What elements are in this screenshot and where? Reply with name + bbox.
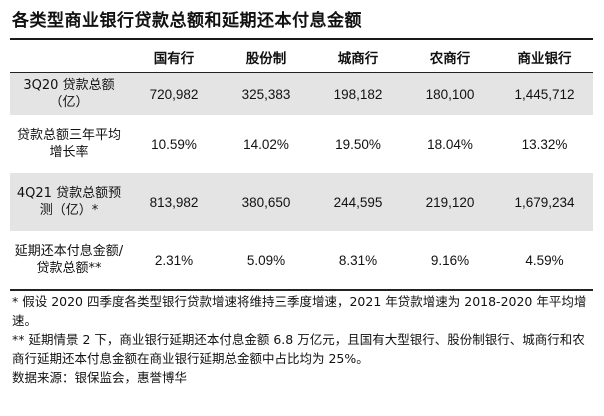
table-cell: 1,445,712 [496,72,593,115]
row-label: 4Q21 贷款总额预测（亿）* [10,173,128,231]
table-cell: 198,182 [312,72,404,115]
table-cell: 2.31% [128,231,220,291]
footnote-1: * 假设 2020 四季度各类型银行贷款增速将维持三季度增速，2021 年贷款增… [12,294,587,328]
row-label: 延期还本付息金额/贷款总额** [10,231,128,291]
header-city-commercial: 城商行 [312,42,404,73]
table-cell: 4.59% [496,231,593,291]
table-cell: 14.02% [243,136,289,152]
table-cell: 19.50% [335,136,381,152]
footnote-2: ** 延期情景 2 下，商业银行延期还本付息金额 6.8 万亿元，且国有大型银行… [12,332,585,366]
table-cell: 813,982 [128,173,220,231]
header-state-owned: 国有行 [128,42,220,73]
data-table: 国有行 股份制 城商行 农商行 商业银行 3Q20 贷款总额（亿） 720,98… [10,42,593,291]
table-cell: 720,982 [128,72,220,115]
table-cell: 325,383 [220,72,312,115]
table-row: 延期还本付息金额/贷款总额** 2.31% 5.09% 8.31% 9.16% … [10,231,593,291]
table-row: 3Q20 贷款总额（亿） 720,982 325,383 198,182 180… [10,72,593,115]
table-row: 4Q21 贷款总额预测（亿）* 813,982 380,650 244,595 … [10,173,593,231]
table-cell: 13.32% [521,136,568,152]
row-label: 贷款总额三年平均增长率 [16,128,121,160]
table-cell: 18.04% [427,136,473,152]
header-joint-stock: 股份制 [220,42,312,73]
source-note: 数据来源：银保监会，惠誉博华 [12,370,188,385]
table-cell: 10.59% [151,136,197,152]
header-rural-commercial: 农商行 [404,42,496,73]
table-cell: 5.09% [220,231,312,291]
table-row: 贷款总额三年平均增长率 10.59% 14.02% 19.50% 18.04% … [10,115,593,173]
table-cell: 180,100 [404,72,496,115]
table-cell: 1,679,234 [496,173,593,231]
top-rule [10,38,593,40]
table-cell: 219,120 [404,173,496,231]
page-title: 各类型商业银行贷款总额和延期还本付息金额 [12,11,362,31]
footnotes: * 假设 2020 四季度各类型银行贷款增速将维持三季度增速，2021 年贷款增… [12,292,597,387]
table-header-row: 国有行 股份制 城商行 农商行 商业银行 [10,42,593,73]
table-cell: 9.16% [404,231,496,291]
row-label: 3Q20 贷款总额（亿） [10,72,128,115]
table-cell: 244,595 [312,173,404,231]
header-cell-empty [10,42,128,73]
header-commercial-banks: 商业银行 [496,42,593,73]
table-cell: 380,650 [220,173,312,231]
table-cell: 8.31% [312,231,404,291]
